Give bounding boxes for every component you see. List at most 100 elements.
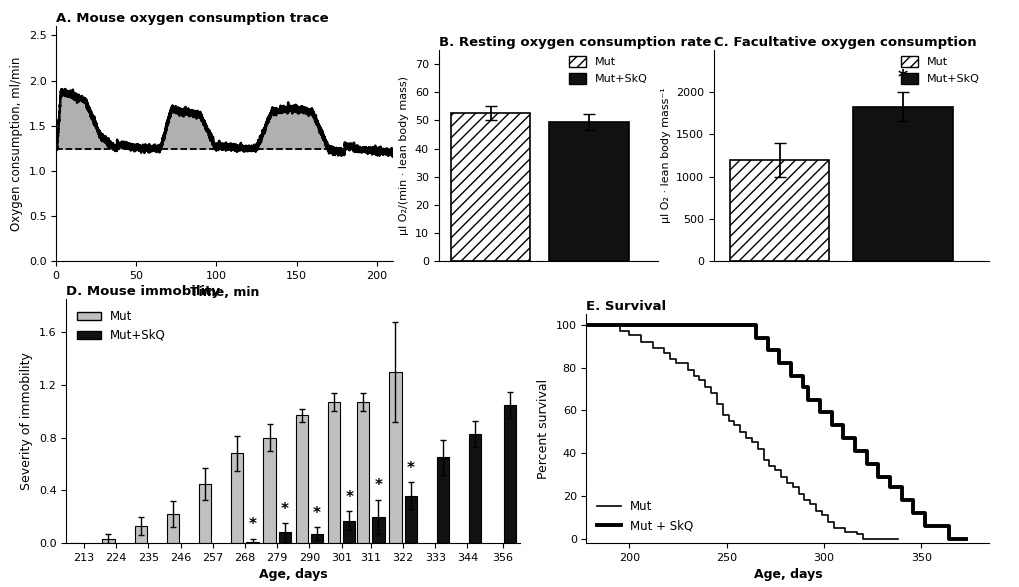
Mut + SkQ [866,460,878,467]
Mut + SkQ [760,347,772,354]
Bar [263,438,275,543]
Text: *: * [280,502,288,517]
Bar [327,402,339,543]
Mut + SkQ [912,510,924,517]
Mut [850,531,862,538]
Mut [739,434,751,441]
Mut + SkQ [924,522,936,529]
Mut + SkQ [830,422,843,429]
Mut [657,349,669,356]
Legend: Mut, Mut + SkQ: Mut, Mut + SkQ [592,496,697,537]
Text: *: * [249,518,257,532]
Mut [862,535,874,542]
Mut + SkQ [907,510,919,517]
Text: C. Facultative oxygen consumption: C. Facultative oxygen consumption [713,36,975,49]
Bar [199,484,211,543]
Mut + SkQ [953,535,965,542]
Mut [580,321,592,328]
Bar [729,160,828,261]
Mut + SkQ [854,447,866,454]
Mut [891,535,903,542]
Mut [698,383,710,390]
Bar [231,453,244,543]
Mut [612,328,625,335]
Mut + SkQ [738,321,750,328]
Mut + SkQ [642,321,654,328]
Mut [634,338,646,345]
X-axis label: Age, days: Age, days [259,568,327,581]
Mut [833,524,845,531]
Mut [629,332,641,339]
Mut [867,535,879,542]
Mut [786,484,798,491]
Mut + SkQ [948,535,960,542]
Mut [757,456,769,463]
Mut [815,512,827,519]
Mut + SkQ [796,383,808,390]
Mut [762,463,774,470]
Mut + SkQ [732,321,744,328]
Text: *: * [897,68,907,87]
Mut + SkQ [959,535,971,542]
Mut + SkQ [918,522,930,529]
Mut [774,473,787,480]
Text: D. Mouse immobility: D. Mouse immobility [66,285,220,298]
Bar [342,521,355,543]
Text: *: * [374,478,382,493]
Mut + SkQ [889,484,901,491]
Mut [687,373,699,380]
Mut + SkQ [883,484,896,491]
Mut + SkQ [935,522,948,529]
Mut [792,490,804,497]
Mut + SkQ [755,334,767,341]
Mut [640,338,652,345]
Mut [710,400,722,407]
Mut + SkQ [802,396,814,403]
Bar [436,457,448,543]
Mut + SkQ [719,321,732,328]
Bar [503,404,516,543]
Mut + SkQ [612,321,625,328]
Mut + SkQ [772,360,785,367]
Mut [745,439,757,446]
Mut + SkQ [942,535,954,542]
Mut + SkQ [700,321,712,328]
Y-axis label: Oxygen consumption, ml/min: Oxygen consumption, ml/min [10,56,23,231]
Bar [102,539,114,543]
Legend: Mut, Mut+SkQ: Mut, Mut+SkQ [565,51,652,89]
X-axis label: Age, days: Age, days [753,568,821,581]
Text: *: * [344,490,353,505]
Text: A. Mouse oxygen consumption trace: A. Mouse oxygen consumption trace [56,12,328,25]
Bar [549,122,628,261]
Mut + SkQ [807,396,819,403]
Mut + SkQ [726,321,738,328]
Mut [646,345,658,352]
Mut + SkQ [661,321,674,328]
Mut [879,535,892,542]
Mut + SkQ [766,347,779,354]
Line: Mut: Mut [586,325,897,539]
Mut [809,507,821,514]
Mut + SkQ [779,360,791,367]
Y-axis label: Percent survival: Percent survival [537,379,549,478]
Mut [803,501,815,508]
Text: *: * [313,505,321,521]
Mut + SkQ [843,434,855,441]
Mut [839,529,851,536]
Mut + SkQ [813,409,825,416]
Text: B. Resting oxygen consumption rate: B. Resting oxygen consumption rate [438,36,710,49]
Mut [781,480,793,487]
Legend: Mut, Mut+SkQ: Mut, Mut+SkQ [896,51,983,89]
Bar [247,542,259,543]
Mut [821,518,834,525]
Mut [886,535,898,542]
Bar [296,415,308,543]
Mut [826,524,839,531]
Mut [652,345,664,352]
Mut + SkQ [877,473,890,480]
Mut [768,467,781,474]
Mut [623,332,635,339]
Mut [751,446,763,453]
Mut + SkQ [743,321,755,328]
Bar [450,113,530,261]
